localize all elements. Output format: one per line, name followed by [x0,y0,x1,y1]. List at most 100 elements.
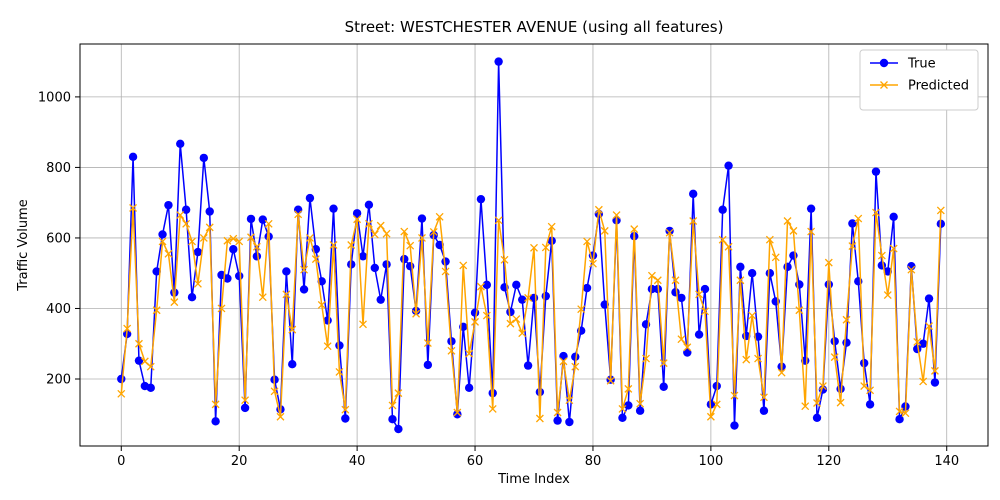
data-point [783,217,792,225]
data-point [706,412,715,421]
data-point [152,306,161,315]
data-point [417,214,427,223]
data-point [583,237,592,246]
data-point [264,219,273,228]
data-point [594,205,603,214]
series-layer [117,57,946,434]
data-point [930,378,940,387]
data-point [182,219,191,228]
data-point [895,407,904,416]
data-point [335,341,344,350]
data-point [465,349,474,358]
data-point [530,243,538,252]
data-point [701,307,709,316]
data-point [606,376,615,385]
data-point [193,247,203,257]
data-point [453,408,462,417]
data-point [170,298,179,307]
data-point [370,230,379,239]
data-point [635,406,645,415]
data-point [394,424,403,434]
data-point [789,226,798,235]
legend-box [859,49,979,111]
data-point [547,222,556,231]
data-point [252,252,262,261]
data-point [683,348,692,357]
data-point [806,204,816,213]
data-point [694,330,704,339]
data-point [795,280,804,289]
data-point [117,389,126,398]
data-point [866,386,875,395]
data-point [117,374,126,384]
legend: True Predicted [859,49,979,111]
data-point [730,421,739,430]
data-point [842,338,851,347]
data-point [883,291,892,300]
data-point [801,402,810,411]
data-point [589,259,597,268]
data-point [341,405,350,414]
data-point [311,255,320,264]
data-point [889,244,898,253]
data-point [512,315,521,324]
data-point [205,207,214,216]
data-point [388,415,397,424]
data-point [571,352,580,361]
x-tick-label: 140 [934,454,959,469]
data-point [211,400,220,409]
data-point [129,204,138,212]
data-point [211,417,220,426]
data-point [470,308,480,317]
data-point [146,383,155,393]
y-tick-label: 800 [46,161,71,176]
data-point [671,276,680,285]
data-point [553,408,562,417]
data-point [223,274,232,283]
data-point [223,236,232,245]
data-point [618,413,627,422]
data-point [288,359,297,369]
data-point [718,235,727,244]
x-tick-label: 80 [585,454,602,469]
data-point [353,215,362,224]
data-point [642,354,650,363]
data-point [199,233,208,242]
data-point [412,309,421,318]
data-point [677,335,686,344]
data-point [754,354,763,363]
legend-label: True [907,57,936,72]
data-point [936,206,945,215]
data-point [571,362,580,371]
data-point [447,346,456,355]
data-point [176,139,185,148]
data-point [494,216,503,225]
data-point [830,337,839,346]
data-point [188,237,196,246]
data-point [506,307,515,317]
data-point [688,189,698,199]
plot-frame [79,43,989,447]
data-point [423,339,432,347]
data-point [406,241,415,250]
data-point [600,226,609,235]
data-point [364,219,373,228]
data-point [258,293,267,302]
data-point [258,215,267,224]
y-tick-label: 600 [46,231,71,246]
data-point [282,267,291,276]
data-point [347,241,356,249]
data-point [736,276,745,285]
data-point [335,367,344,376]
data-point [423,360,433,370]
data-point [176,211,185,219]
data-point [329,204,338,213]
data-point [907,265,916,274]
data-point [665,228,674,237]
data-point [859,358,869,368]
data-point [500,255,509,264]
data-point [541,291,550,301]
data-point [217,304,226,313]
data-point [205,223,214,232]
